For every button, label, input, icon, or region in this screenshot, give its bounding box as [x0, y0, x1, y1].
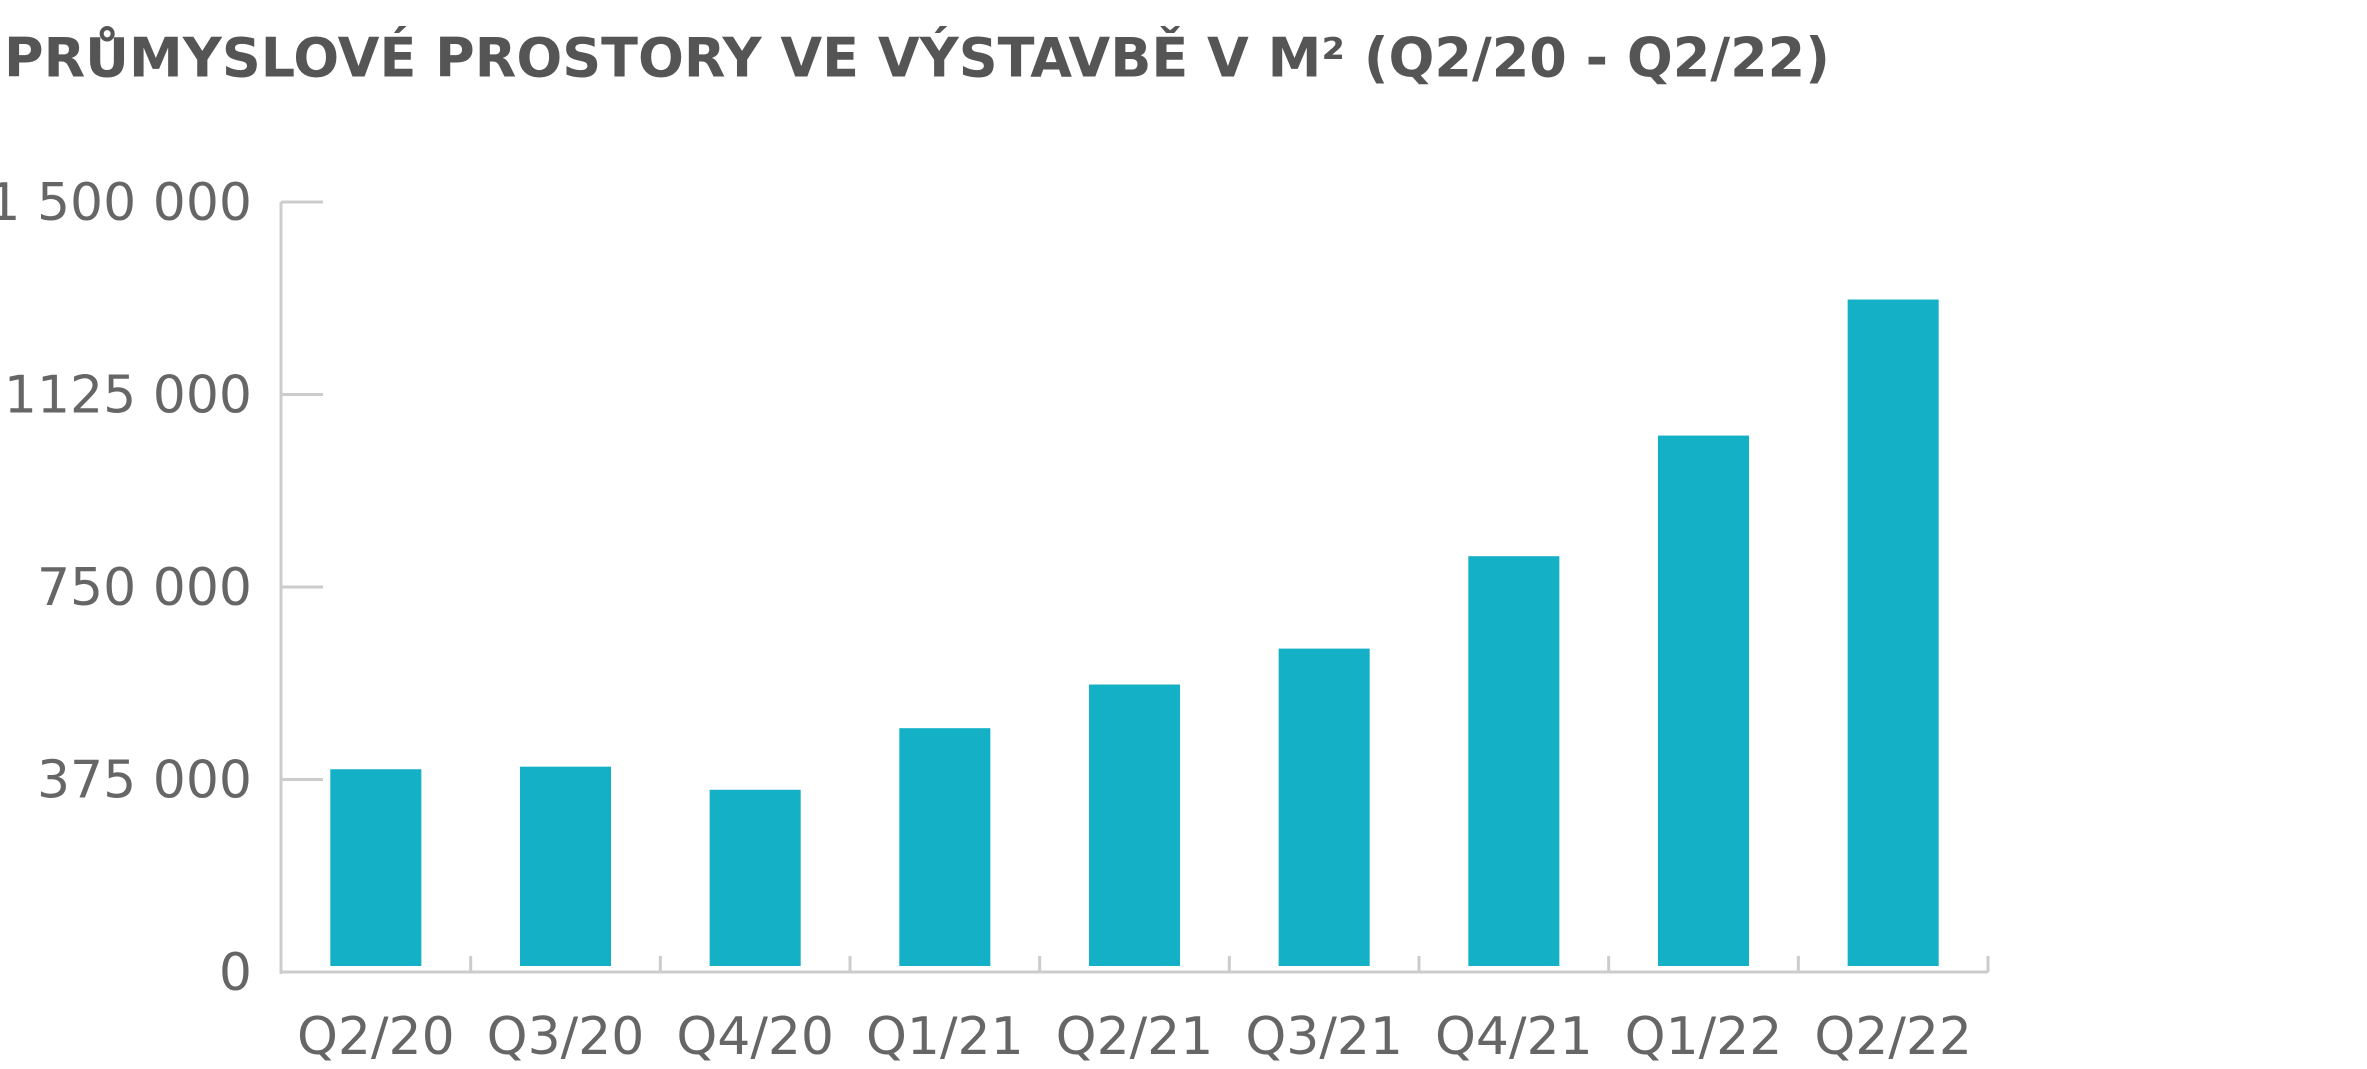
bar — [1468, 556, 1560, 966]
bar — [1278, 648, 1370, 966]
chart-title: PRŮMYSLOVÉ PROSTORY VE VÝSTAVBĚ V M² (Q2… — [4, 27, 1830, 90]
bar — [1847, 299, 1939, 966]
x-tick-label: Q2/21 — [1056, 1007, 1214, 1067]
x-tick-label: Q1/21 — [866, 1007, 1024, 1067]
bar — [330, 769, 422, 966]
bar — [1088, 684, 1181, 966]
bar — [899, 728, 991, 966]
bar — [519, 766, 612, 966]
x-tick-label: Q2/20 — [297, 1007, 455, 1067]
y-tick-label: 1125 000 — [4, 366, 252, 426]
x-tick-label: Q4/21 — [1435, 1007, 1593, 1067]
x-tick-label: Q1/22 — [1625, 1007, 1783, 1067]
x-tick-label: Q3/20 — [487, 1007, 645, 1067]
x-tick-label: Q3/21 — [1245, 1007, 1403, 1067]
y-tick-label: 0 — [219, 943, 252, 1003]
bar — [709, 789, 801, 966]
y-tick-label: 750 000 — [37, 558, 252, 618]
bar — [1657, 435, 1750, 967]
y-tick-label: 1 500 000 — [0, 173, 252, 233]
x-tick-label: Q2/22 — [1814, 1007, 1972, 1067]
y-tick-label: 375 000 — [37, 751, 252, 811]
x-tick-label: Q4/20 — [676, 1007, 834, 1067]
